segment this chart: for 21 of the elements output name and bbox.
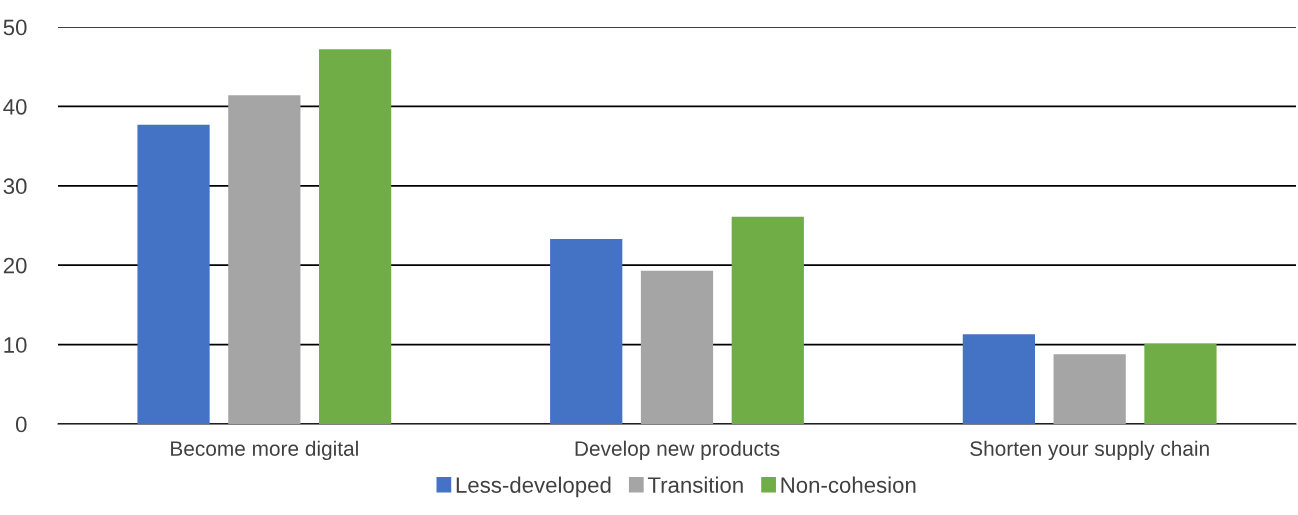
bar: [962, 334, 1035, 424]
bar: [1053, 354, 1126, 424]
bar: [319, 49, 392, 424]
y-tick-label: 40: [3, 98, 27, 115]
x-tick-label: Develop new products: [575, 440, 780, 461]
bar: [640, 270, 714, 424]
bar: [137, 124, 210, 424]
y-tick-label: 10: [4, 337, 27, 353]
y-tick-label: 20: [3, 257, 27, 274]
x-tick-label: Become more digital: [171, 440, 358, 461]
legend-label: Non-cohesion: [781, 476, 916, 493]
bar: [550, 239, 623, 424]
bar: [228, 95, 301, 424]
y-tick-label: 0: [15, 416, 27, 433]
legend-label: Transition: [647, 476, 743, 493]
bar: [731, 216, 804, 424]
x-tick-label: Shorten your supply chain: [970, 440, 1209, 461]
bar: [1144, 343, 1217, 424]
y-tick-label: 30: [3, 178, 27, 195]
y-tick-label: 50: [3, 19, 27, 36]
legend-label: Less-developed: [456, 476, 611, 498]
